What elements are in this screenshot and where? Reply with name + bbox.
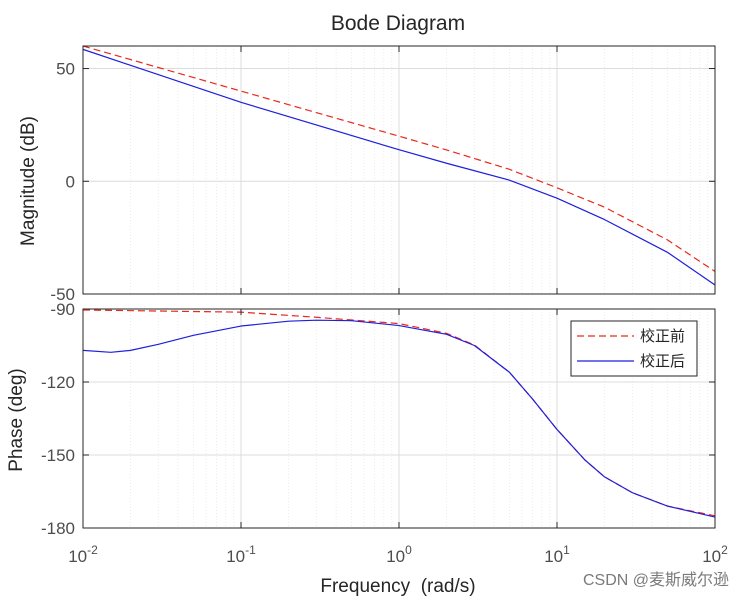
phase-axis-label: Phase (deg) xyxy=(6,368,27,472)
magnitude-series-after xyxy=(82,48,716,286)
phase-series xyxy=(82,309,716,518)
phase-ticks: -90 -120 -150 -180 xyxy=(41,300,716,538)
legend-box xyxy=(570,320,698,377)
frequency-tick-label: 100 xyxy=(386,543,412,566)
phase-ytick-label: -120 xyxy=(41,373,75,392)
legend-label-before: 校正前 xyxy=(640,327,685,345)
frequency-tick-label: 10-1 xyxy=(226,543,256,566)
magnitude-series-before xyxy=(82,45,716,272)
frequency-tick-label: 102 xyxy=(702,543,728,566)
legend-label-after: 校正后 xyxy=(640,352,685,370)
magnitude-ytick-label: 0 xyxy=(66,172,75,191)
phase-ytick-label: -90 xyxy=(50,300,75,319)
chart-title: Bode Diagram xyxy=(331,12,465,35)
frequency-axis-label: Frequency (rad/s) xyxy=(320,576,475,597)
frequency-tick-label: 10-2 xyxy=(68,543,98,566)
magnitude-plot: 50 0 -50 xyxy=(50,45,716,304)
phase-ytick-label: -150 xyxy=(41,446,75,465)
legend-entry-before: 校正前 xyxy=(577,327,685,345)
magnitude-ytick-label: -50 xyxy=(50,285,75,304)
magnitude-grid xyxy=(83,46,715,295)
magnitude-axis-label: Magnitude (dB) xyxy=(18,116,39,246)
magnitude-axes-box xyxy=(82,45,716,295)
phase-plot: -90 -120 -150 -180 xyxy=(41,300,716,538)
magnitude-ytick-label: 50 xyxy=(56,60,75,79)
phase-axes-box xyxy=(82,308,716,529)
legend-entry-after: 校正后 xyxy=(577,352,685,370)
magnitude-ticks: 50 0 -50 xyxy=(50,46,716,304)
watermark-text: CSDN @麦斯威尔逊 xyxy=(583,571,729,589)
phase-ytick-label: -180 xyxy=(41,519,75,538)
frequency-tick-labels: 10-2 10-1 100 101 102 xyxy=(68,543,728,566)
phase-series-after xyxy=(82,319,716,518)
legend: 校正前 校正后 xyxy=(570,320,698,377)
magnitude-series xyxy=(82,45,716,286)
frequency-tick-label: 101 xyxy=(544,543,570,566)
